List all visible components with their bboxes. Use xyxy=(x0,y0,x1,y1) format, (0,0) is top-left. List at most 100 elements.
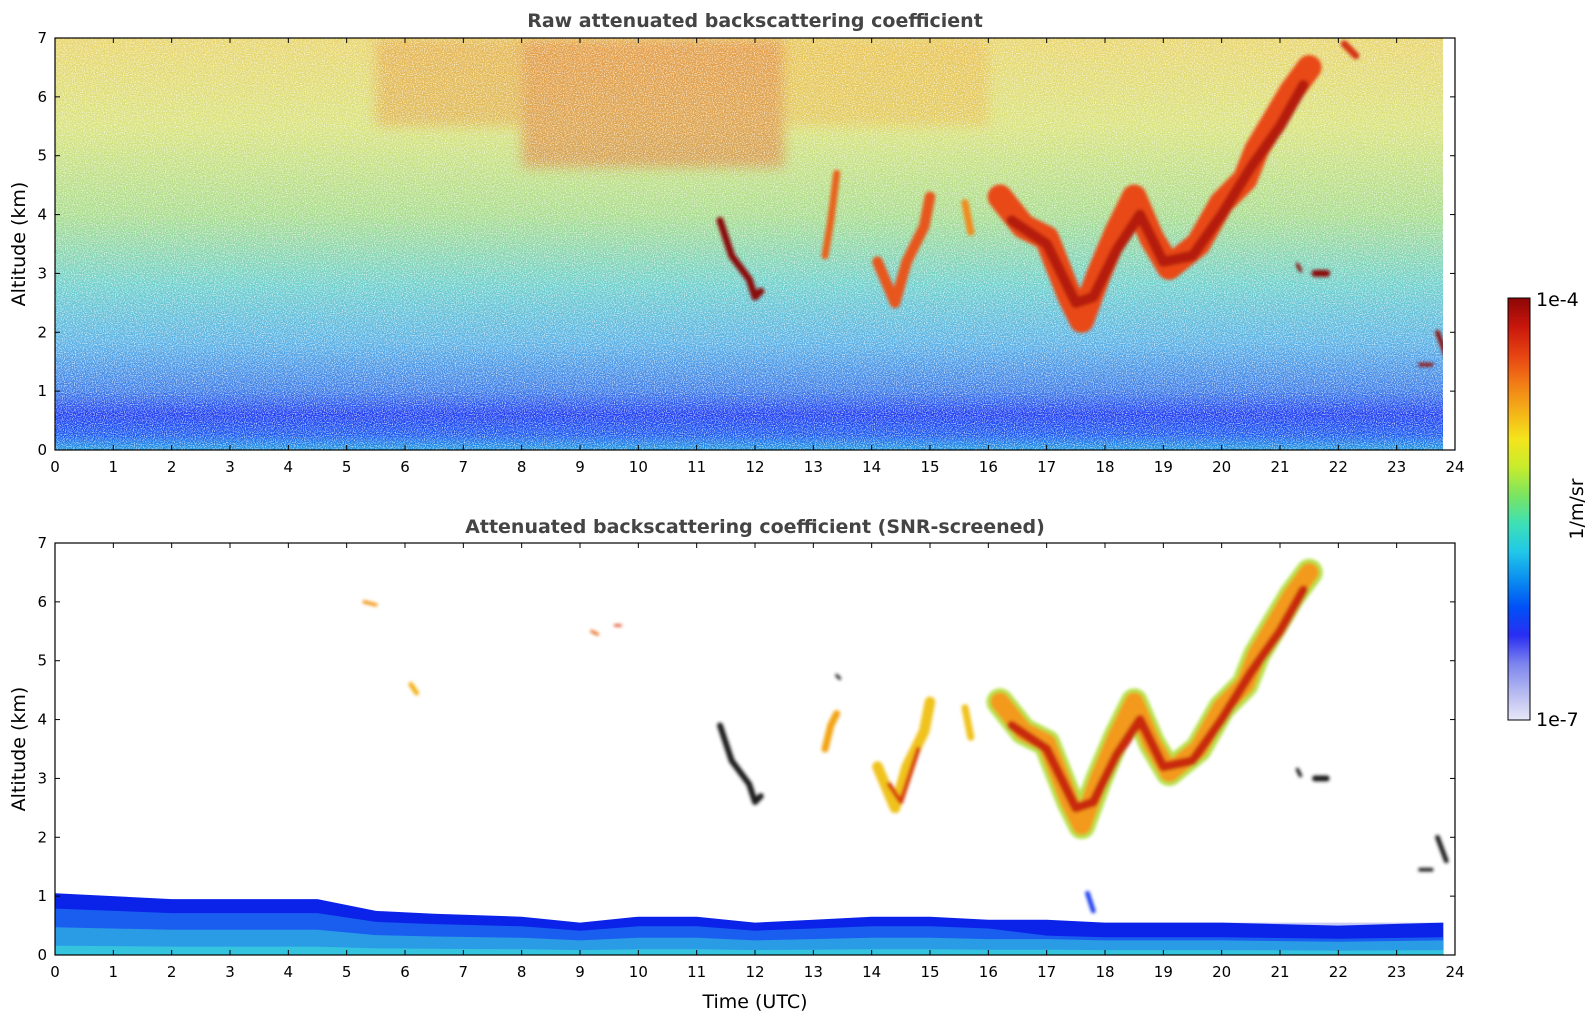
y-tick-label: 2 xyxy=(37,323,47,341)
cloud-feature-2 xyxy=(872,696,936,814)
panel-raw-noise-speckle xyxy=(55,38,1455,450)
x-tick-label: 10 xyxy=(629,963,648,981)
x-tick-label: 9 xyxy=(575,963,585,981)
y-tick-label: 4 xyxy=(37,206,47,224)
panel-raw-title: Raw attenuated backscattering coefficien… xyxy=(527,10,983,32)
cloud-feature-3 xyxy=(961,199,975,236)
panel-screened-boundary-layer xyxy=(55,893,1444,955)
colorbar-max-label: 1e-4 xyxy=(1536,289,1579,311)
x-tick-label: 5 xyxy=(342,963,352,981)
boundary-layer-band-3 xyxy=(55,945,1444,955)
colorbar: 1e-4 1e-7 1/m/sr xyxy=(1507,289,1588,731)
x-tick-label: 21 xyxy=(1270,963,1289,981)
cloud-feature-3 xyxy=(886,746,921,805)
x-tick-label: 11 xyxy=(687,458,706,476)
cloud-feature-0 xyxy=(716,216,765,301)
boundary-layer-band-2 xyxy=(55,927,1444,955)
y-tick-label: 5 xyxy=(37,652,47,670)
x-tick-label: 17 xyxy=(1037,963,1056,981)
x-tick-label: 16 xyxy=(979,963,998,981)
y-tick-label: 7 xyxy=(37,534,47,552)
x-tick-label: 8 xyxy=(517,458,527,476)
y-tick-label: 4 xyxy=(37,711,47,729)
cloud-feature-1 xyxy=(821,169,841,260)
cloud-feature-7 xyxy=(1295,262,1303,273)
panel-screened-ylabel: Altitude (km) xyxy=(8,687,30,812)
colorbar-frame xyxy=(1507,297,1531,721)
panel-screened-background xyxy=(55,543,1455,955)
cloud-feature-17 xyxy=(1085,890,1096,914)
x-tick-label: 3 xyxy=(225,458,235,476)
cloud-feature-14 xyxy=(590,629,599,636)
panel-screened-cloud-layers xyxy=(362,558,1449,914)
cloud-feature-1 xyxy=(821,710,841,753)
cloud-feature-5 xyxy=(1006,79,1309,309)
colorbar-min-label: 1e-7 xyxy=(1536,709,1579,731)
panel-screened-y-axis: 0 1 2 3 4 5 6 7 xyxy=(37,534,1455,964)
panel-raw-ylabel: Altitude (km) xyxy=(8,182,30,307)
cloud-feature-9 xyxy=(1295,767,1303,778)
x-tick-label: 19 xyxy=(1154,963,1173,981)
x-tick-label: 9 xyxy=(575,458,585,476)
x-tick-label: 21 xyxy=(1270,458,1289,476)
x-tick-label: 6 xyxy=(400,963,410,981)
x-tick-label: 2 xyxy=(167,963,177,981)
panel-raw-no-data-strip xyxy=(1443,38,1455,450)
x-tick-label: 15 xyxy=(920,458,939,476)
y-tick-label: 3 xyxy=(37,264,47,282)
cloud-feature-10 xyxy=(1435,834,1449,864)
panel-screened-xlabel: Time (UTC) xyxy=(701,991,807,1013)
cloud-feature-8 xyxy=(1340,40,1360,60)
cloud-feature-12 xyxy=(362,600,378,607)
x-tick-label: 5 xyxy=(342,458,352,476)
x-tick-label: 18 xyxy=(1095,458,1114,476)
x-tick-label: 6 xyxy=(400,458,410,476)
x-tick-label: 3 xyxy=(225,963,235,981)
x-tick-label: 14 xyxy=(862,963,881,981)
x-tick-label: 15 xyxy=(920,963,939,981)
x-tick-label: 13 xyxy=(804,458,823,476)
cloud-feature-4 xyxy=(961,704,975,741)
cloud-feature-16 xyxy=(835,673,842,680)
x-tick-label: 1 xyxy=(109,458,119,476)
x-tick-label: 17 xyxy=(1037,458,1056,476)
x-tick-label: 4 xyxy=(284,458,294,476)
x-tick-label: 11 xyxy=(687,963,706,981)
x-tick-label: 13 xyxy=(804,963,823,981)
x-tick-label: 12 xyxy=(745,458,764,476)
x-tick-label: 8 xyxy=(517,963,527,981)
x-tick-label: 1 xyxy=(109,963,119,981)
x-tick-label: 19 xyxy=(1154,458,1173,476)
panel-screened: Attenuated backscattering coefficient (S… xyxy=(8,516,1465,1013)
x-tick-label: 23 xyxy=(1387,458,1406,476)
y-tick-label: 0 xyxy=(37,441,47,459)
x-tick-label: 22 xyxy=(1329,458,1348,476)
panel-screened-title: Attenuated backscattering coefficient (S… xyxy=(465,516,1045,538)
cloud-feature-13 xyxy=(408,681,420,696)
x-tick-label: 2 xyxy=(167,458,177,476)
x-tick-label: 0 xyxy=(50,963,60,981)
colorbar-unit-label: 1/m/sr xyxy=(1566,478,1588,539)
x-tick-label: 10 xyxy=(629,458,648,476)
y-tick-label: 3 xyxy=(37,769,47,787)
y-tick-label: 5 xyxy=(37,147,47,165)
x-tick-label: 0 xyxy=(50,458,60,476)
x-tick-label: 18 xyxy=(1095,963,1114,981)
x-tick-label: 24 xyxy=(1445,963,1464,981)
x-tick-label: 4 xyxy=(284,963,294,981)
panel-raw: Raw attenuated backscattering coefficien… xyxy=(8,10,1465,476)
panel-raw-y-axis: 0 1 2 3 4 5 6 7 xyxy=(37,29,1455,459)
cloud-feature-2 xyxy=(872,191,936,309)
y-tick-label: 6 xyxy=(37,88,47,106)
y-tick-label: 2 xyxy=(37,828,47,846)
x-tick-label: 12 xyxy=(745,963,764,981)
x-tick-label: 24 xyxy=(1445,458,1464,476)
x-tick-label: 22 xyxy=(1329,963,1348,981)
x-tick-label: 14 xyxy=(862,458,881,476)
x-tick-label: 7 xyxy=(459,963,469,981)
y-tick-label: 1 xyxy=(37,382,47,400)
cloud-feature-0 xyxy=(717,722,764,805)
x-tick-label: 20 xyxy=(1212,458,1231,476)
x-tick-label: 20 xyxy=(1212,963,1231,981)
